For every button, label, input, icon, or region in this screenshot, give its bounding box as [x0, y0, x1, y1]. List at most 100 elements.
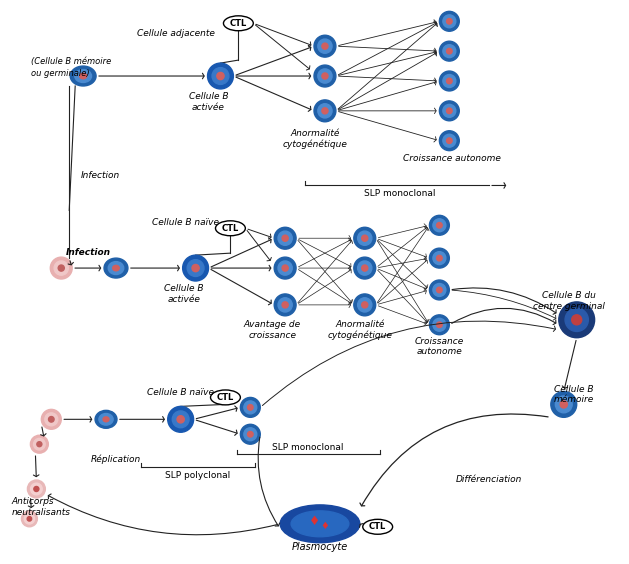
Text: (Cellule B mémoire: (Cellule B mémoire	[31, 56, 112, 65]
Circle shape	[572, 315, 582, 325]
Text: Cellule B naïve: Cellule B naïve	[152, 218, 219, 227]
Circle shape	[177, 416, 184, 423]
Text: Anticorps: Anticorps	[11, 497, 54, 506]
Text: Cellule adjacente: Cellule adjacente	[136, 29, 214, 38]
Ellipse shape	[223, 16, 253, 31]
Text: mémoire: mémoire	[554, 395, 594, 404]
Circle shape	[30, 435, 48, 453]
Circle shape	[31, 483, 42, 495]
Circle shape	[212, 68, 229, 85]
Circle shape	[440, 101, 459, 121]
Circle shape	[314, 65, 336, 87]
Ellipse shape	[103, 417, 109, 422]
Circle shape	[353, 257, 376, 279]
Circle shape	[187, 259, 204, 276]
Text: CTL: CTL	[217, 393, 234, 402]
Circle shape	[437, 287, 442, 293]
Circle shape	[447, 49, 452, 54]
Circle shape	[278, 231, 292, 245]
Circle shape	[430, 315, 449, 335]
Circle shape	[33, 438, 45, 450]
Text: cytogénétique: cytogénétique	[282, 140, 347, 149]
Circle shape	[37, 442, 42, 447]
Circle shape	[440, 131, 459, 151]
Circle shape	[443, 104, 456, 117]
Circle shape	[437, 322, 442, 328]
Circle shape	[274, 257, 296, 279]
Text: Croissance autonome: Croissance autonome	[403, 154, 501, 163]
Circle shape	[433, 284, 446, 297]
Ellipse shape	[291, 511, 349, 537]
Circle shape	[565, 308, 588, 332]
Text: Anormalité: Anormalité	[335, 320, 384, 329]
Ellipse shape	[108, 262, 124, 275]
Ellipse shape	[280, 505, 360, 543]
Text: Cellule B du: Cellule B du	[542, 292, 596, 301]
Circle shape	[48, 417, 54, 422]
Ellipse shape	[70, 66, 96, 86]
Text: ♦: ♦	[321, 521, 330, 531]
Circle shape	[362, 302, 368, 308]
Circle shape	[358, 231, 372, 245]
Circle shape	[358, 298, 372, 312]
Circle shape	[50, 257, 72, 279]
Text: activée: activée	[167, 296, 200, 305]
Circle shape	[192, 265, 199, 272]
Circle shape	[27, 517, 31, 521]
Circle shape	[362, 265, 368, 271]
Circle shape	[314, 35, 336, 57]
Circle shape	[278, 298, 292, 312]
Circle shape	[447, 108, 452, 113]
Text: autonome: autonome	[416, 347, 462, 356]
Circle shape	[248, 431, 253, 437]
Ellipse shape	[113, 265, 120, 271]
Circle shape	[430, 215, 449, 235]
Circle shape	[443, 45, 456, 58]
Circle shape	[244, 401, 257, 414]
Text: centre germinal: centre germinal	[533, 302, 604, 311]
Circle shape	[240, 398, 260, 417]
Text: croissance: croissance	[248, 331, 296, 340]
Circle shape	[555, 396, 572, 413]
Circle shape	[274, 294, 296, 316]
Circle shape	[551, 391, 577, 417]
Circle shape	[278, 261, 292, 275]
Circle shape	[54, 261, 69, 275]
Circle shape	[440, 71, 459, 91]
Circle shape	[322, 73, 328, 79]
Circle shape	[430, 280, 449, 300]
Circle shape	[443, 134, 456, 147]
Circle shape	[217, 72, 224, 80]
Text: Cellule B naïve: Cellule B naïve	[147, 388, 214, 397]
Circle shape	[28, 480, 45, 498]
Text: SLP monoclonal: SLP monoclonal	[272, 443, 344, 452]
Text: CTL: CTL	[369, 522, 386, 531]
Circle shape	[440, 11, 459, 31]
Circle shape	[314, 100, 336, 122]
Circle shape	[318, 69, 332, 83]
Circle shape	[182, 255, 209, 281]
Text: CTL: CTL	[222, 224, 239, 233]
Circle shape	[560, 401, 567, 408]
Text: cytogénétique: cytogénétique	[327, 331, 392, 341]
Circle shape	[358, 261, 372, 275]
Circle shape	[318, 104, 332, 118]
Circle shape	[437, 255, 442, 261]
Text: Anormalité: Anormalité	[291, 129, 340, 138]
Circle shape	[440, 41, 459, 61]
Circle shape	[353, 294, 376, 316]
Text: Cellule B: Cellule B	[164, 284, 203, 293]
Circle shape	[447, 19, 452, 24]
Text: Avantage de: Avantage de	[243, 320, 301, 329]
Text: Infection: Infection	[66, 248, 111, 257]
Circle shape	[433, 318, 446, 331]
Circle shape	[447, 78, 452, 84]
Circle shape	[208, 63, 233, 89]
Circle shape	[322, 108, 328, 114]
Circle shape	[248, 404, 253, 410]
Circle shape	[282, 302, 288, 308]
Circle shape	[447, 138, 452, 143]
Ellipse shape	[363, 519, 392, 534]
Ellipse shape	[99, 413, 113, 425]
Text: SLP polyclonal: SLP polyclonal	[165, 470, 230, 479]
